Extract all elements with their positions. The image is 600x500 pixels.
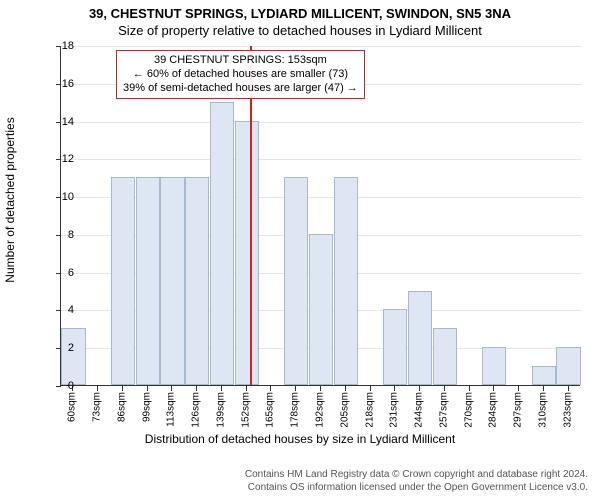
histogram-bar (408, 291, 432, 385)
xtick-label: 86sqm (116, 392, 127, 422)
gridline (61, 159, 581, 160)
x-axis-label: Distribution of detached houses by size … (0, 432, 600, 446)
histogram-bar (160, 177, 184, 385)
plot-area: 39 CHESTNUT SPRINGS: 153sqm← 60% of deta… (60, 46, 580, 386)
ytick-label: 12 (44, 153, 74, 165)
xtick-label: 152sqm (240, 392, 251, 428)
xtick-mark (122, 386, 123, 391)
histogram-bar (433, 328, 457, 385)
xtick-mark (270, 386, 271, 391)
xtick-mark (246, 386, 247, 391)
histogram-bar (235, 121, 259, 385)
xtick-label: 126sqm (191, 392, 202, 428)
xtick-label: 270sqm (463, 392, 474, 428)
histogram-bar (185, 177, 209, 385)
reference-info-box: 39 CHESTNUT SPRINGS: 153sqm← 60% of deta… (116, 50, 365, 99)
xtick-label: 284sqm (488, 392, 499, 428)
info-line-2: ← 60% of detached houses are smaller (73… (123, 68, 358, 82)
xtick-mark (171, 386, 172, 391)
ytick-label: 16 (44, 78, 74, 90)
ytick-label: 2 (44, 342, 74, 354)
xtick-mark (221, 386, 222, 391)
xtick-label: 257sqm (438, 392, 449, 428)
chart-area: 39 CHESTNUT SPRINGS: 153sqm← 60% of deta… (60, 46, 580, 386)
histogram-bar (210, 102, 234, 385)
footer-line-2: Contains OS information licensed under t… (0, 482, 588, 495)
xtick-mark (345, 386, 346, 391)
xtick-label: 165sqm (265, 392, 276, 428)
xtick-label: 113sqm (166, 392, 177, 427)
gridline (61, 46, 581, 47)
histogram-bar (111, 177, 135, 385)
xtick-mark (469, 386, 470, 391)
info-line-3: 39% of semi-detached houses are larger (… (123, 82, 358, 96)
histogram-bar (532, 366, 556, 385)
xtick-mark (543, 386, 544, 391)
xtick-mark (444, 386, 445, 391)
ytick-label: 8 (44, 229, 74, 241)
xtick-label: 178sqm (290, 392, 301, 428)
xtick-label: 323sqm (562, 392, 573, 428)
xtick-label: 297sqm (513, 392, 524, 428)
xtick-label: 244sqm (414, 392, 425, 428)
xtick-label: 205sqm (339, 392, 350, 428)
xtick-mark (568, 386, 569, 391)
xtick-mark (147, 386, 148, 391)
title-sub: Size of property relative to detached ho… (0, 21, 600, 38)
histogram-bar (136, 177, 160, 385)
xtick-mark (493, 386, 494, 391)
footer-line-1: Contains HM Land Registry data © Crown c… (0, 469, 588, 482)
ytick-label: 18 (44, 40, 74, 52)
xtick-mark (370, 386, 371, 391)
xtick-label: 192sqm (315, 392, 326, 428)
xtick-mark (518, 386, 519, 391)
xtick-mark (295, 386, 296, 391)
histogram-bar (309, 234, 333, 385)
xtick-label: 231sqm (389, 392, 400, 428)
histogram-bar (482, 347, 506, 385)
histogram-bar (556, 347, 580, 385)
xtick-label: 218sqm (364, 392, 375, 428)
y-axis-label: Number of detached properties (3, 117, 17, 282)
xtick-label: 73sqm (92, 392, 103, 422)
ytick-label: 14 (44, 116, 74, 128)
ytick-label: 4 (44, 304, 74, 316)
gridline (61, 122, 581, 123)
xtick-label: 60sqm (67, 392, 78, 422)
histogram-bar (334, 177, 358, 385)
xtick-mark (97, 386, 98, 391)
xtick-mark (419, 386, 420, 391)
xtick-mark (196, 386, 197, 391)
xtick-label: 99sqm (141, 392, 152, 422)
xtick-mark (394, 386, 395, 391)
xtick-label: 310sqm (537, 392, 548, 428)
chart-container: 39, CHESTNUT SPRINGS, LYDIARD MILLICENT,… (0, 0, 600, 500)
ytick-label: 6 (44, 267, 74, 279)
info-line-1: 39 CHESTNUT SPRINGS: 153sqm (123, 54, 358, 68)
ytick-label: 10 (44, 191, 74, 203)
xtick-label: 139sqm (215, 392, 226, 428)
histogram-bar (383, 309, 407, 385)
title-main: 39, CHESTNUT SPRINGS, LYDIARD MILLICENT,… (0, 0, 600, 21)
xtick-mark (320, 386, 321, 391)
histogram-bar (61, 328, 85, 385)
footer: Contains HM Land Registry data © Crown c… (0, 469, 588, 494)
histogram-bar (284, 177, 308, 385)
ytick-label: 0 (44, 380, 74, 392)
